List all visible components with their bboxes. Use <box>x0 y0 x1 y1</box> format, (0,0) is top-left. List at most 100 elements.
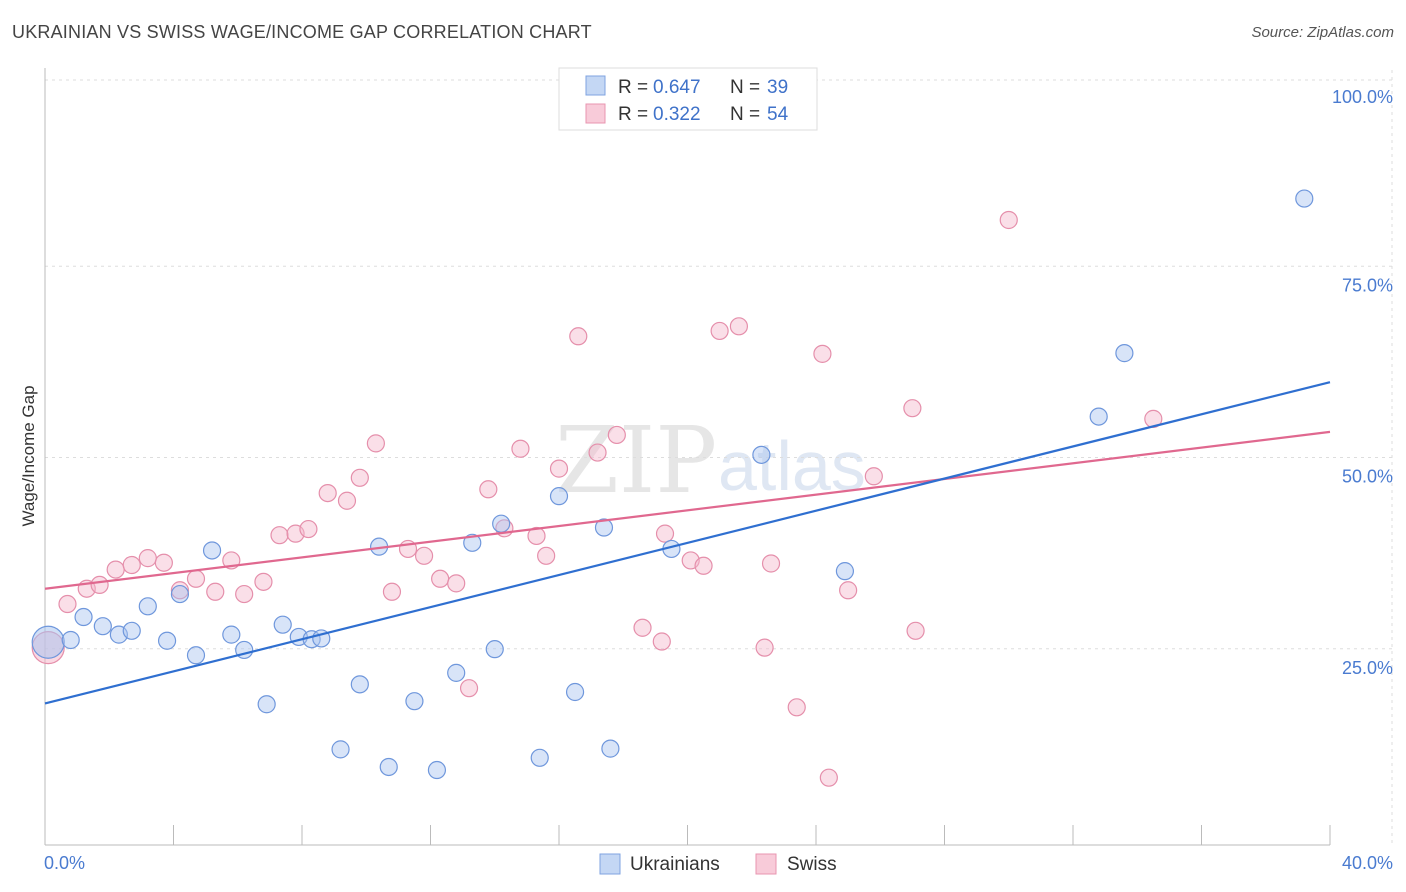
swiss-point <box>694 556 713 575</box>
trend-lines <box>44 381 1331 705</box>
swiss-point <box>511 439 530 458</box>
chart-title: UKRAINIAN VS SWISS WAGE/INCOME GAP CORRE… <box>12 22 592 42</box>
legend-top: R = 0.647 N = 39 R = 0.322 N = 54 <box>558 67 818 131</box>
ukrainians-trend-line <box>44 381 1331 705</box>
ukrainians-point <box>74 607 93 627</box>
axes <box>44 68 1331 846</box>
ukrainians-point <box>565 682 585 702</box>
y-tick-labels: 25.0% 50.0% 75.0% 100.0% <box>1332 87 1393 678</box>
swiss-point <box>549 459 569 478</box>
ukrainians-point <box>379 757 398 777</box>
y-tick-label: 75.0% <box>1342 275 1393 295</box>
swiss-point <box>254 572 273 591</box>
legend-bottom-label-swiss: Swiss <box>787 854 837 875</box>
swiss-point <box>170 581 190 600</box>
legend-bottom-swatch-ukrainians <box>599 853 621 875</box>
swiss-point <box>447 574 466 593</box>
swiss-point <box>655 524 675 543</box>
swiss-point <box>569 327 588 346</box>
ukrainians-point <box>530 748 549 767</box>
ukrainians-point <box>350 675 369 694</box>
legend-n-label-1: N = <box>730 77 760 98</box>
chart-source: Source: ZipAtlas.com <box>1251 24 1394 41</box>
swiss-point <box>106 560 125 579</box>
legend-r-value-1: 0.647 <box>653 77 701 98</box>
ukrainians-point <box>601 739 620 758</box>
swiss-point <box>154 553 173 572</box>
x-tick-labels: 0.0% 40.0% <box>44 853 1393 873</box>
swiss-point <box>270 526 289 545</box>
ukrainians-point <box>485 640 504 659</box>
ukrainians-point <box>549 487 569 506</box>
swiss-point <box>588 443 607 462</box>
swiss-point <box>729 317 749 336</box>
swiss-point <box>864 467 883 486</box>
swiss-point <box>527 526 546 546</box>
swiss-point <box>633 618 652 637</box>
swiss-point <box>710 321 729 341</box>
ukrainians-point <box>492 514 511 533</box>
ukrainians-point <box>186 646 206 665</box>
legend-swatch-swiss <box>585 103 606 124</box>
swiss-point <box>138 549 157 568</box>
swiss-point <box>337 491 357 510</box>
swiss-point <box>479 480 498 499</box>
legend-r-label-2: R = <box>618 104 648 125</box>
legend-bottom-label-ukrainians: Ukrainians <box>630 854 720 875</box>
ukrainians-point <box>273 615 292 634</box>
swiss-point <box>431 569 450 588</box>
ukrainians-point <box>463 533 482 552</box>
legend-bottom: Ukrainians Swiss <box>599 853 837 875</box>
ukrainians-point <box>752 445 771 464</box>
legend-r-value-2: 0.322 <box>653 104 701 125</box>
swiss-point <box>318 484 337 503</box>
ukrainians-point <box>157 631 177 650</box>
ukrainians-point <box>331 740 350 759</box>
ukrainians-point <box>222 625 241 644</box>
legend-n-value-1: 39 <box>767 77 788 98</box>
swiss-point <box>999 210 1018 230</box>
watermark-atlas: atlas <box>718 427 866 505</box>
ukrainians-point <box>93 617 112 636</box>
x-tick-label: 0.0% <box>44 853 85 873</box>
swiss-point <box>537 546 556 565</box>
swiss-point <box>755 638 774 657</box>
swiss-point <box>787 698 806 717</box>
ukrainians-point <box>257 695 276 714</box>
legend-bottom-swatch-swiss <box>755 853 777 875</box>
swiss-point <box>58 594 77 614</box>
swiss-point <box>90 575 109 595</box>
swiss-point <box>299 519 318 539</box>
ukrainians-point <box>122 621 141 640</box>
grid-lines <box>45 70 1393 845</box>
ukrainians-point <box>835 562 855 581</box>
swiss-point <box>652 632 671 651</box>
swiss-point <box>382 582 402 601</box>
ukrainians-point <box>447 663 466 682</box>
ukrainians-point <box>61 630 80 650</box>
y-tick-label: 50.0% <box>1342 467 1393 487</box>
ukrainians-point <box>202 541 222 560</box>
ukrainians-point <box>405 692 424 711</box>
ukrainians-point <box>594 518 614 537</box>
swiss-point <box>903 399 922 418</box>
swiss-point <box>761 554 781 573</box>
swiss-trend-line <box>44 430 1331 590</box>
watermark-zip: ZIP <box>555 407 717 514</box>
ukrainians-point <box>1089 407 1108 426</box>
swiss-point <box>906 621 925 640</box>
ukrainians-point <box>1295 189 1314 208</box>
ukrainians-points <box>31 189 1314 780</box>
y-axis-title: Wage/Income Gap <box>19 385 38 526</box>
ukrainians-point <box>31 625 65 659</box>
swiss-point <box>122 555 141 575</box>
swiss-point <box>813 344 832 363</box>
swiss-point <box>206 582 225 601</box>
ukrainians-point <box>138 597 157 616</box>
swiss-point <box>414 546 434 565</box>
y-tick-label: 100.0% <box>1332 87 1393 107</box>
legend-r-label-1: R = <box>618 77 648 98</box>
ukrainians-point <box>427 760 447 780</box>
swiss-point <box>819 768 838 787</box>
